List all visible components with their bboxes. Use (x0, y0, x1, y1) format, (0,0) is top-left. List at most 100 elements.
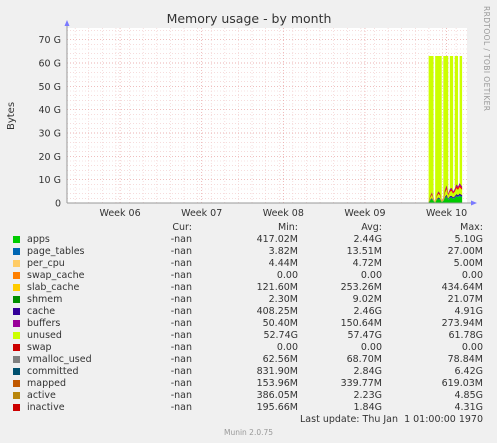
legend-row-cache: cache -nan 408.25M 2.46G 4.91G (0, 306, 497, 318)
legend-max: 4.91G (454, 306, 483, 317)
legend-max: 6.42G (454, 366, 483, 377)
legend-min: 408.25M (256, 306, 298, 317)
legend-swatch (13, 296, 20, 303)
legend-name: slab_cache (27, 282, 80, 293)
legend-swatch (13, 260, 20, 267)
legend-avg: 9.02M (352, 294, 382, 305)
legend-swatch (13, 272, 20, 279)
grid-lines (67, 28, 467, 204)
legend-avg: 68.70M (346, 354, 382, 365)
legend-min: 831.90M (256, 366, 298, 377)
legend-swatch (13, 368, 20, 375)
legend-row-inactive: inactive -nan 195.66M 1.84G 4.31G (0, 402, 497, 414)
legend-swatch (13, 236, 20, 243)
legend-row-swap-cache: swap_cache -nan 0.00 0.00 0.00 (0, 270, 497, 282)
y-axis-arrow (64, 20, 70, 26)
legend-cur: -nan (170, 354, 192, 365)
legend-row-active: active -nan 386.05M 2.23G 4.85G (0, 390, 497, 402)
legend-row-shmem: shmem -nan 2.30M 9.02M 21.07M (0, 294, 497, 306)
x-tick-label: Week 07 (181, 208, 222, 219)
legend-max: 0.00 (461, 270, 483, 281)
x-tick-label: Week 06 (99, 208, 140, 219)
x-tick-label: Week 10 (426, 208, 467, 219)
legend-min: 2.30M (268, 294, 298, 305)
legend-row-page-tables: page_tables -nan 3.82M 13.51M 27.00M (0, 246, 497, 258)
rrdtool-credit: RRDTOOL / TOBI OETIKER (482, 6, 491, 112)
legend-max: 78.84M (447, 354, 483, 365)
legend-max: 619.03M (441, 378, 483, 389)
legend-name: shmem (27, 294, 63, 305)
unused-area-segment (428, 56, 434, 203)
legend-avg: 57.47G (347, 330, 382, 341)
legend-row-per-cpu: per_cpu -nan 4.44M 4.72M 5.00M (0, 258, 497, 270)
unused-area-segment (459, 56, 463, 203)
y-tick-label: 30 G (39, 129, 61, 140)
legend-cur: -nan (170, 342, 192, 353)
legend-avg: 339.77M (340, 378, 382, 389)
legend-min: 52.74G (263, 330, 298, 341)
legend-min: 121.60M (256, 282, 298, 293)
plot-area (67, 28, 467, 203)
legend-cur: -nan (170, 366, 192, 377)
unused-area-segment (443, 56, 449, 203)
legend-min: 0.00 (276, 270, 298, 281)
legend-row-apps: apps -nan 417.02M 2.44G 5.10G (0, 234, 497, 246)
y-tick-label: 60 G (39, 59, 61, 70)
used-band-cache (428, 187, 463, 203)
legend-min: 386.05M (256, 390, 298, 401)
legend-swatch (13, 392, 20, 399)
header-min: Min: (277, 222, 298, 233)
legend-row-slab-cache: slab_cache -nan 121.60M 253.26M 434.64M (0, 282, 497, 294)
x-tick-label: Week 08 (263, 208, 304, 219)
legend-max: 4.85G (454, 390, 483, 401)
legend-max: 27.00M (447, 246, 483, 257)
legend-min: 417.02M (256, 234, 298, 245)
legend-cur: -nan (170, 378, 192, 389)
legend-name: apps (27, 234, 50, 245)
last-update: Last update: Thu Jan 1 01:00:00 1970 (300, 414, 483, 425)
legend-name: active (27, 390, 56, 401)
legend-min: 153.96M (256, 378, 298, 389)
legend-avg: 0.00 (360, 342, 382, 353)
legend-header: Cur: Min: Avg: Max: (0, 222, 497, 234)
legend-cur: -nan (170, 390, 192, 401)
legend-swatch (13, 404, 20, 411)
y-axis-label: Bytes (6, 102, 17, 130)
legend-name: swap_cache (27, 270, 85, 281)
legend-avg: 1.84G (353, 402, 382, 413)
x-tick-label: Week 09 (344, 208, 385, 219)
legend-avg: 253.26M (340, 282, 382, 293)
legend-swatch (13, 320, 20, 327)
legend-cur: -nan (170, 282, 192, 293)
legend-min: 50.40M (262, 318, 298, 329)
legend-cur: -nan (170, 318, 192, 329)
y-tick-label: 70 G (39, 35, 61, 46)
legend-name: buffers (27, 318, 61, 329)
munin-version: Munin 2.0.75 (223, 428, 274, 437)
y-tick-label: 10 G (39, 175, 61, 186)
legend-row-vmalloc-used: vmalloc_used -nan 62.56M 68.70M 78.84M (0, 354, 497, 366)
legend-avg: 2.23G (353, 390, 382, 401)
y-tick-label: 20 G (39, 152, 61, 163)
legend-swatch (13, 332, 20, 339)
legend-max: 273.94M (441, 318, 483, 329)
legend-cur: -nan (170, 246, 192, 257)
legend-swatch (13, 356, 20, 363)
legend-avg: 2.84G (353, 366, 382, 377)
legend-avg: 2.44G (353, 234, 382, 245)
legend-name: page_tables (27, 246, 85, 257)
legend-row-buffers: buffers -nan 50.40M 150.64M 273.94M (0, 318, 497, 330)
legend-max: 61.78G (448, 330, 483, 341)
legend-min: 62.56M (262, 354, 298, 365)
unused-area-segment (454, 56, 459, 203)
legend-row-unused: unused -nan 52.74G 57.47G 61.78G (0, 330, 497, 342)
legend-max: 5.10G (454, 234, 483, 245)
legend-min: 195.66M (256, 402, 298, 413)
data-area (428, 56, 463, 203)
legend-avg: 150.64M (340, 318, 382, 329)
legend-name: mapped (27, 378, 67, 389)
unused-area-segment (435, 56, 442, 203)
y-tick-labels: 0 10 G 20 G 30 G 40 G 50 G 60 G 70 G (39, 35, 61, 209)
legend-swatch (13, 344, 20, 351)
legend-cur: -nan (170, 306, 192, 317)
